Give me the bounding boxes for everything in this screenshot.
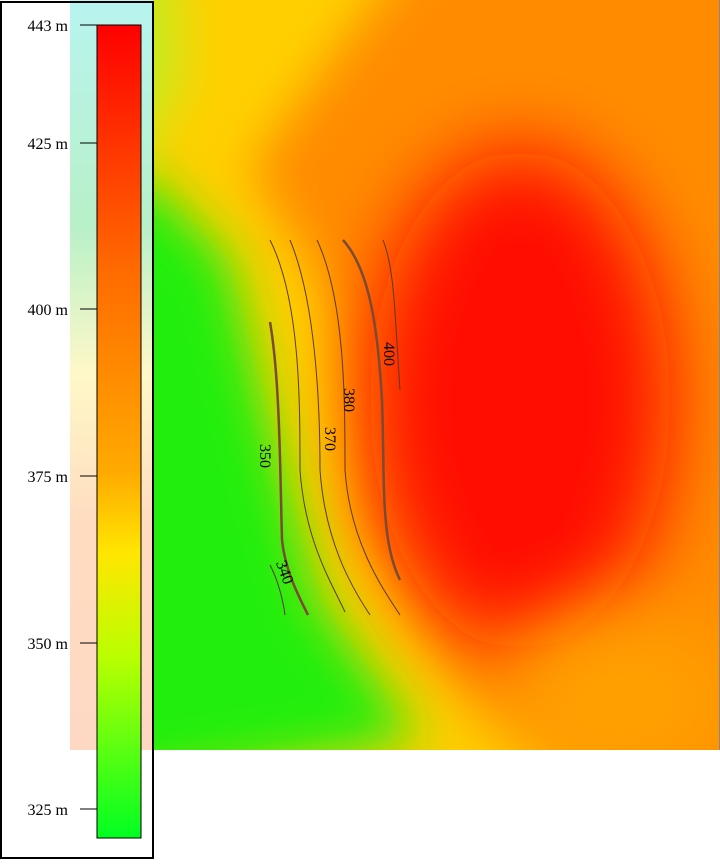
- legend-label: 425 m: [28, 136, 69, 153]
- legend-label: 325 m: [28, 802, 69, 819]
- contour-label: 380: [340, 388, 357, 412]
- contour-line: [289, 239, 371, 616]
- legend-label: 375 m: [28, 469, 69, 486]
- legend-ticks: [80, 24, 97, 810]
- contour-labels: 400 380 370 350 340: [256, 342, 397, 587]
- contour-line: [268, 321, 310, 616]
- contour-line: [342, 239, 402, 581]
- legend-label: 350 m: [28, 636, 69, 653]
- elevation-surface: [70, 0, 719, 750]
- contour-line: [269, 564, 286, 616]
- contour-line: [269, 239, 346, 613]
- contour-lines: [268, 239, 402, 616]
- legend-label: 400 m: [28, 302, 69, 319]
- contour-label: 400: [380, 342, 397, 366]
- contour-label: 350: [256, 444, 273, 468]
- contour-line: [316, 239, 401, 616]
- contour-line: [382, 239, 401, 391]
- legend-frame: [0, 1, 154, 859]
- legend-label: 443 m: [28, 18, 69, 35]
- contour-label: 370: [321, 427, 338, 451]
- color-bar: [96, 24, 142, 839]
- legend: 443 m 425 m 400 m 375 m 350 m 325 m: [0, 1, 154, 859]
